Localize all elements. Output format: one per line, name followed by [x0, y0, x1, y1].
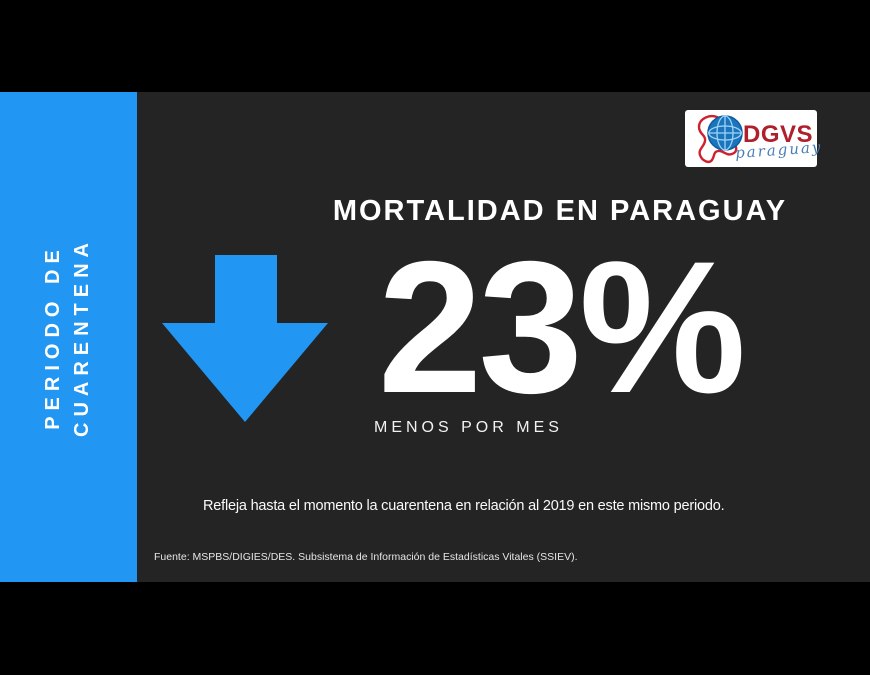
down-arrow-icon: [162, 255, 328, 422]
slide-title: MORTALIDAD EN PARAGUAY: [332, 195, 788, 227]
globe-and-map-icon: [697, 114, 743, 163]
logo-dgvs-text: DGVS: [743, 121, 814, 148]
source-attribution: Fuente: MSPBS/DIGIES/DES. Subsistema de …: [154, 551, 578, 563]
context-description: Refleja hasta el momento la cuarentena e…: [203, 498, 725, 514]
mortality-stat-value: 23%: [377, 222, 746, 432]
sidebar-rotated-label: PERIODO DE CUARENTENA: [39, 237, 97, 437]
sidebar-label-line1: PERIODO DE: [42, 244, 64, 430]
mortality-stat-caption: MENOS POR MES: [374, 419, 563, 436]
infographic-slide: PERIODO DE CUARENTENA DGVS paraguay MORT…: [0, 92, 870, 582]
dgvs-logo: DGVS paraguay: [685, 110, 823, 167]
sidebar-label-line2: CUARENTENA: [71, 237, 93, 437]
quarantine-period-sidebar: PERIODO DE CUARENTENA: [0, 92, 137, 582]
